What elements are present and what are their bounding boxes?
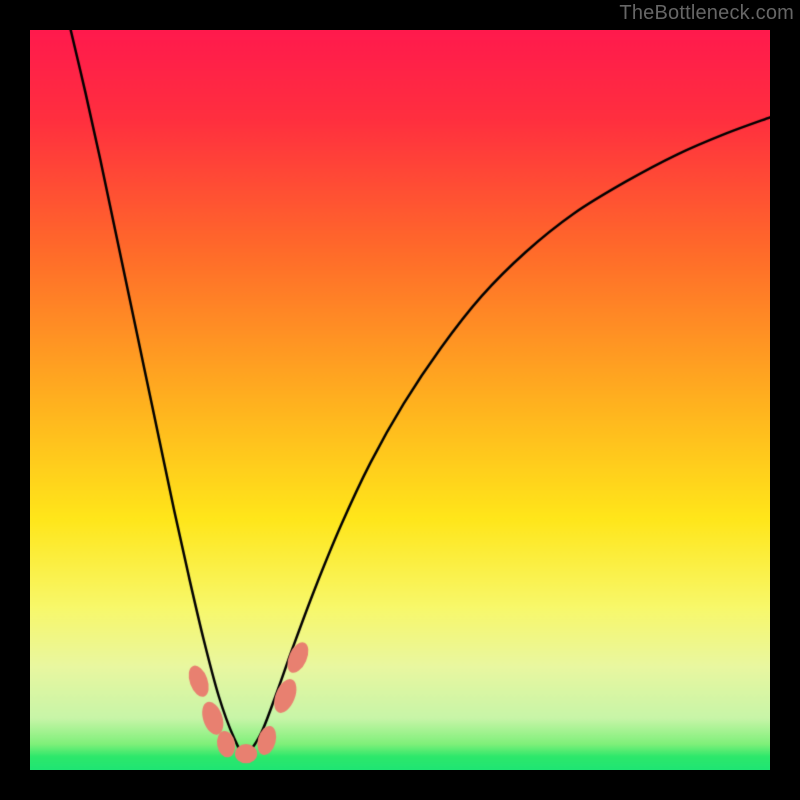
attribution-text: TheBottleneck.com	[619, 2, 794, 25]
chart-root: TheBottleneck.com	[0, 0, 800, 800]
data-dots-layer	[30, 30, 770, 770]
chart-frame	[30, 30, 770, 770]
